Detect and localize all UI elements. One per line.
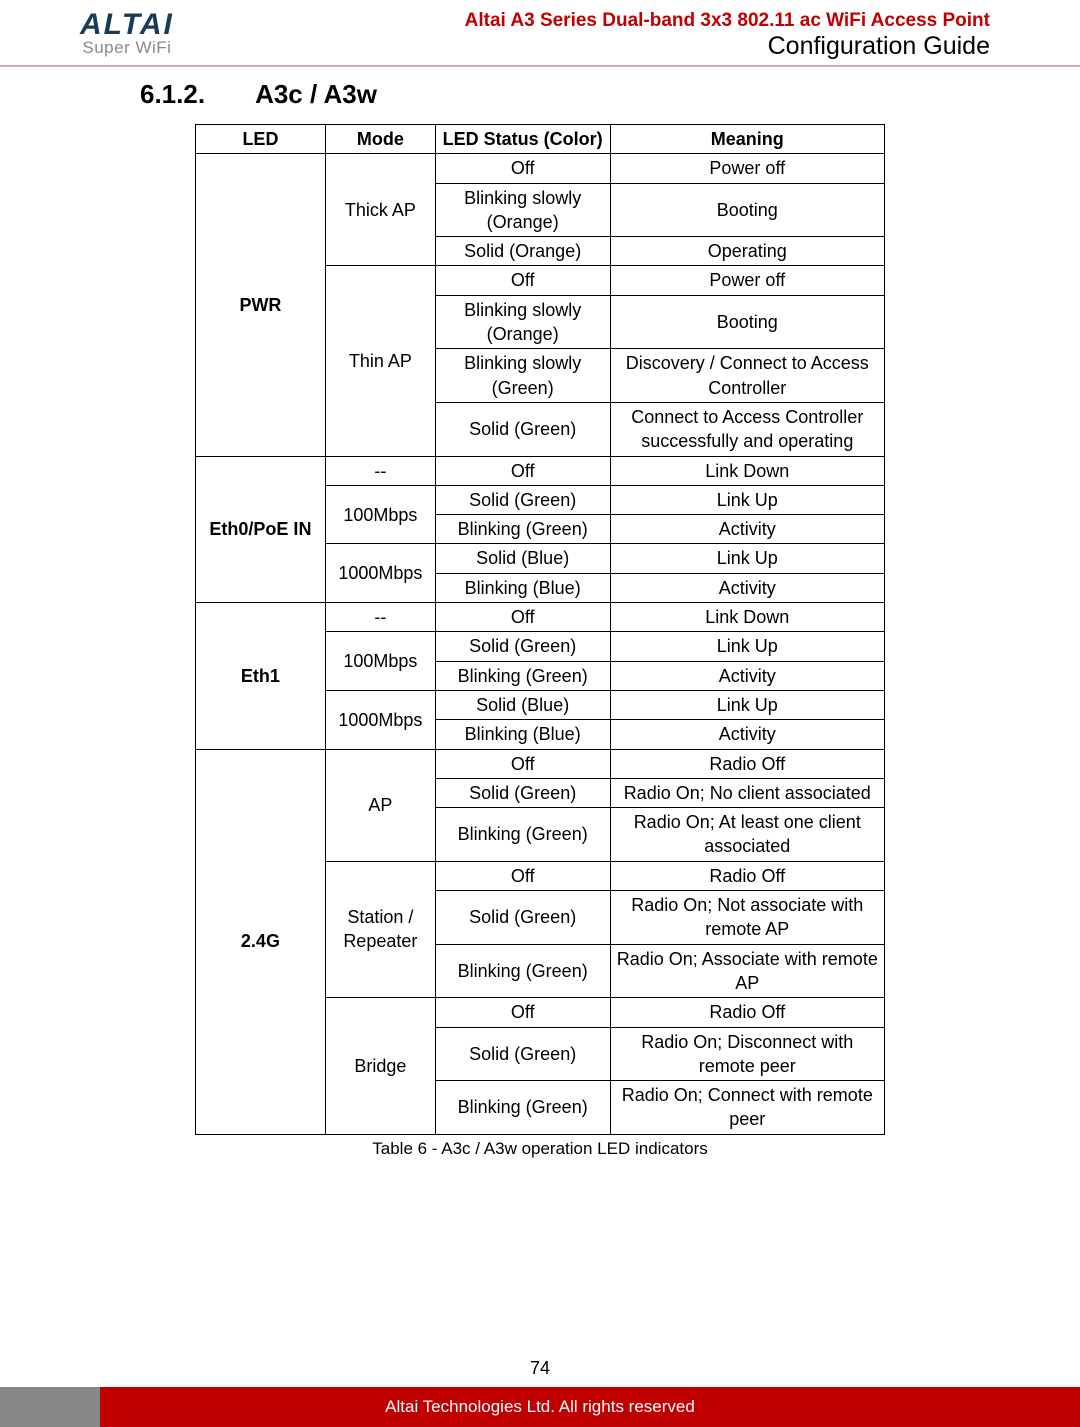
cell-meaning: Activity bbox=[610, 515, 884, 544]
cell-status: Solid (Green) bbox=[435, 632, 610, 661]
section-number: 6.1.2. bbox=[140, 79, 205, 109]
cell-meaning: Radio On; Disconnect with remote peer bbox=[610, 1027, 884, 1081]
cell-meaning: Link Down bbox=[610, 603, 884, 632]
cell-status: Solid (Blue) bbox=[435, 544, 610, 573]
cell-status: Solid (Green) bbox=[435, 1027, 610, 1081]
th-led: LED bbox=[196, 125, 326, 154]
cell-mode: Station / Repeater bbox=[325, 861, 435, 997]
cell-meaning: Link Up bbox=[610, 632, 884, 661]
table-header-row: LED Mode LED Status (Color) Meaning bbox=[196, 125, 885, 154]
cell-meaning: Activity bbox=[610, 720, 884, 749]
doc-title: Configuration Guide bbox=[465, 32, 990, 61]
page-header: ALTAI Super WiFi Altai A3 Series Dual-ba… bbox=[0, 0, 1080, 67]
cell-status: Solid (Orange) bbox=[435, 237, 610, 266]
cell-status: Off bbox=[435, 154, 610, 183]
product-title: Altai A3 Series Dual-band 3x3 802.11 ac … bbox=[465, 10, 990, 32]
cell-status: Solid (Green) bbox=[435, 485, 610, 514]
cell-mode: 100Mbps bbox=[325, 632, 435, 691]
cell-meaning: Link Down bbox=[610, 456, 884, 485]
cell-status: Off bbox=[435, 749, 610, 778]
cell-status: Solid (Green) bbox=[435, 402, 610, 456]
cell-status: Off bbox=[435, 861, 610, 890]
cell-status: Blinking (Green) bbox=[435, 944, 610, 998]
cell-status: Off bbox=[435, 266, 610, 295]
cell-meaning: Radio Off bbox=[610, 998, 884, 1027]
th-meaning: Meaning bbox=[610, 125, 884, 154]
cell-meaning: Radio On; Connect with remote peer bbox=[610, 1081, 884, 1135]
cell-meaning: Operating bbox=[610, 237, 884, 266]
cell-status: Blinking slowly (Orange) bbox=[435, 295, 610, 349]
cell-status: Off bbox=[435, 456, 610, 485]
cell-meaning: Booting bbox=[610, 183, 884, 237]
table-row: Eth1--OffLink Down bbox=[196, 603, 885, 632]
th-status: LED Status (Color) bbox=[435, 125, 610, 154]
section-heading: 6.1.2. A3c / A3w bbox=[0, 79, 1080, 110]
cell-meaning: Connect to Access Controller successfull… bbox=[610, 402, 884, 456]
cell-led: 2.4G bbox=[196, 749, 326, 1134]
cell-status: Solid (Blue) bbox=[435, 690, 610, 719]
header-titles: Altai A3 Series Dual-band 3x3 802.11 ac … bbox=[465, 8, 990, 61]
cell-led: Eth0/PoE IN bbox=[196, 456, 326, 602]
cell-mode: -- bbox=[325, 456, 435, 485]
table-row: Eth0/PoE IN--OffLink Down bbox=[196, 456, 885, 485]
cell-mode: AP bbox=[325, 749, 435, 861]
logo-text: ALTAI bbox=[80, 8, 174, 42]
cell-led: Eth1 bbox=[196, 603, 326, 749]
cell-mode: -- bbox=[325, 603, 435, 632]
cell-meaning: Radio Off bbox=[610, 749, 884, 778]
cell-meaning: Activity bbox=[610, 573, 884, 602]
cell-status: Blinking (Green) bbox=[435, 661, 610, 690]
cell-meaning: Link Up bbox=[610, 485, 884, 514]
cell-status: Blinking (Blue) bbox=[435, 573, 610, 602]
cell-mode: 1000Mbps bbox=[325, 690, 435, 749]
cell-status: Off bbox=[435, 998, 610, 1027]
cell-meaning: Power off bbox=[610, 266, 884, 295]
logo: ALTAI Super WiFi bbox=[80, 8, 174, 58]
section-title: A3c / A3w bbox=[255, 79, 377, 109]
footer-accent bbox=[0, 1387, 100, 1427]
cell-status: Solid (Green) bbox=[435, 778, 610, 807]
cell-mode: Bridge bbox=[325, 998, 435, 1134]
cell-mode: 100Mbps bbox=[325, 485, 435, 544]
cell-meaning: Radio On; At least one client associated bbox=[610, 808, 884, 862]
page-number: 74 bbox=[0, 1358, 1080, 1379]
cell-led: PWR bbox=[196, 154, 326, 456]
cell-meaning: Radio Off bbox=[610, 861, 884, 890]
cell-status: Blinking (Blue) bbox=[435, 720, 610, 749]
cell-meaning: Discovery / Connect to Access Controller bbox=[610, 349, 884, 403]
cell-meaning: Radio On; Associate with remote AP bbox=[610, 944, 884, 998]
cell-meaning: Activity bbox=[610, 661, 884, 690]
footer-bar: Altai Technologies Ltd. All rights reser… bbox=[0, 1387, 1080, 1427]
cell-status: Blinking slowly (Orange) bbox=[435, 183, 610, 237]
cell-meaning: Link Up bbox=[610, 690, 884, 719]
table-caption: Table 6 - A3c / A3w operation LED indica… bbox=[0, 1139, 1080, 1159]
led-indicator-table: LED Mode LED Status (Color) Meaning PWRT… bbox=[195, 124, 885, 1135]
th-mode: Mode bbox=[325, 125, 435, 154]
cell-meaning: Radio On; No client associated bbox=[610, 778, 884, 807]
table-row: PWRThick APOffPower off bbox=[196, 154, 885, 183]
cell-status: Blinking (Green) bbox=[435, 808, 610, 862]
cell-status: Solid (Green) bbox=[435, 891, 610, 945]
cell-meaning: Power off bbox=[610, 154, 884, 183]
footer-text: Altai Technologies Ltd. All rights reser… bbox=[385, 1397, 695, 1416]
cell-mode: 1000Mbps bbox=[325, 544, 435, 603]
cell-meaning: Link Up bbox=[610, 544, 884, 573]
cell-status: Blinking (Green) bbox=[435, 1081, 610, 1135]
cell-meaning: Radio On; Not associate with remote AP bbox=[610, 891, 884, 945]
cell-meaning: Booting bbox=[610, 295, 884, 349]
cell-status: Blinking slowly (Green) bbox=[435, 349, 610, 403]
cell-status: Off bbox=[435, 603, 610, 632]
cell-status: Blinking (Green) bbox=[435, 515, 610, 544]
cell-mode: Thick AP bbox=[325, 154, 435, 266]
cell-mode: Thin AP bbox=[325, 266, 435, 456]
table-row: 2.4GAPOffRadio Off bbox=[196, 749, 885, 778]
